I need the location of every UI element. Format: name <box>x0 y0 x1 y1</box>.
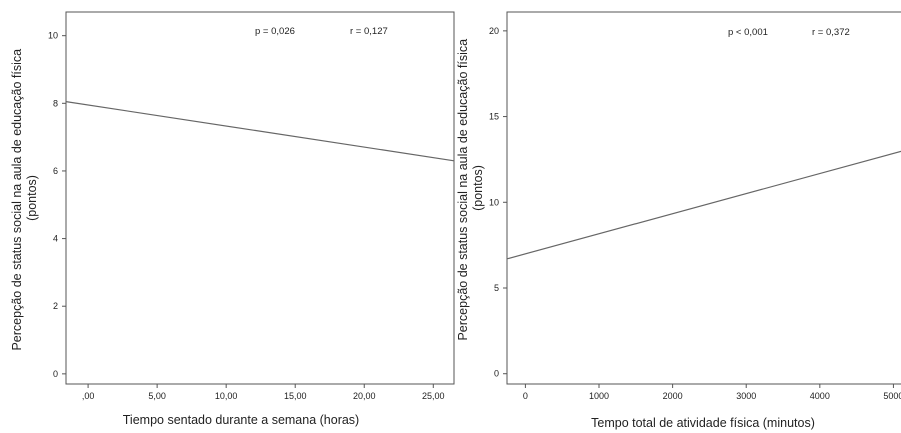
x-tick-label: 15,00 <box>284 391 307 401</box>
plot-frame <box>65 11 455 385</box>
y-axis-ticks: 0 2 4 6 8 10 <box>48 31 66 379</box>
y-axis-label-line-2: (pontos) <box>471 165 485 211</box>
y-tick-label: 0 <box>53 369 58 379</box>
plot-frame <box>506 11 901 385</box>
y-axis-label: Percepção de status social na aula de ed… <box>456 35 485 340</box>
x-tick-label: 3000 <box>736 391 756 401</box>
chart-panel-left: 0 2 4 6 8 10 ,00 5,00 10,00 15,00 20,00 25,00 p = … <box>10 11 455 427</box>
x-tick-label: 10,00 <box>215 391 238 401</box>
x-axis-label: Tempo total de atividade física (minutos… <box>591 416 815 430</box>
y-tick-label: 4 <box>53 234 58 244</box>
x-axis-label: Tiempo sentado durante a semana (horas) <box>123 413 359 427</box>
y-tick-label: 8 <box>53 98 58 108</box>
y-tick-label: 5 <box>494 283 499 293</box>
annotation-r-value: r = 0,127 <box>350 26 388 37</box>
x-tick-label: 0 <box>523 391 528 401</box>
y-tick-label: 2 <box>53 301 58 311</box>
y-tick-label: 0 <box>494 369 499 379</box>
x-tick-label: 25,00 <box>422 391 445 401</box>
x-tick-label: 5,00 <box>148 391 166 401</box>
y-tick-label: 6 <box>53 166 58 176</box>
x-axis-ticks: 0 1000 2000 3000 4000 5000 <box>523 384 901 401</box>
x-tick-label: 2000 <box>663 391 683 401</box>
y-axis-label: Percepção de status social na aula de ed… <box>10 45 39 350</box>
annotation-p-value: p = 0,026 <box>255 26 295 37</box>
y-axis-label-line-1: Percepção de status social na aula de ed… <box>456 39 470 341</box>
y-tick-label: 10 <box>489 197 499 207</box>
y-tick-label: 10 <box>48 31 58 41</box>
annotation-r-value: r = 0,372 <box>812 27 850 38</box>
x-tick-label: 5000 <box>883 391 901 401</box>
y-axis-label-line-1: Percepção de status social na aula de ed… <box>10 49 24 351</box>
x-axis-ticks: ,00 5,00 10,00 15,00 20,00 25,00 <box>82 384 445 401</box>
x-tick-label: 4000 <box>810 391 830 401</box>
x-tick-label: ,00 <box>82 391 95 401</box>
x-tick-label: 1000 <box>589 391 609 401</box>
y-tick-label: 15 <box>489 112 499 122</box>
annotation-p-value: p < 0,001 <box>728 27 768 38</box>
chart-panel-right: 0 5 10 15 20 0 1000 2000 3000 4000 5000 p < 0,001… <box>456 11 901 430</box>
y-axis-label-line-2: (pontos) <box>25 175 39 221</box>
y-axis-ticks: 0 5 10 15 20 <box>489 26 507 379</box>
x-tick-label: 20,00 <box>353 391 376 401</box>
regression-line <box>65 101 455 162</box>
regression-line <box>506 150 901 260</box>
y-tick-label: 20 <box>489 26 499 36</box>
